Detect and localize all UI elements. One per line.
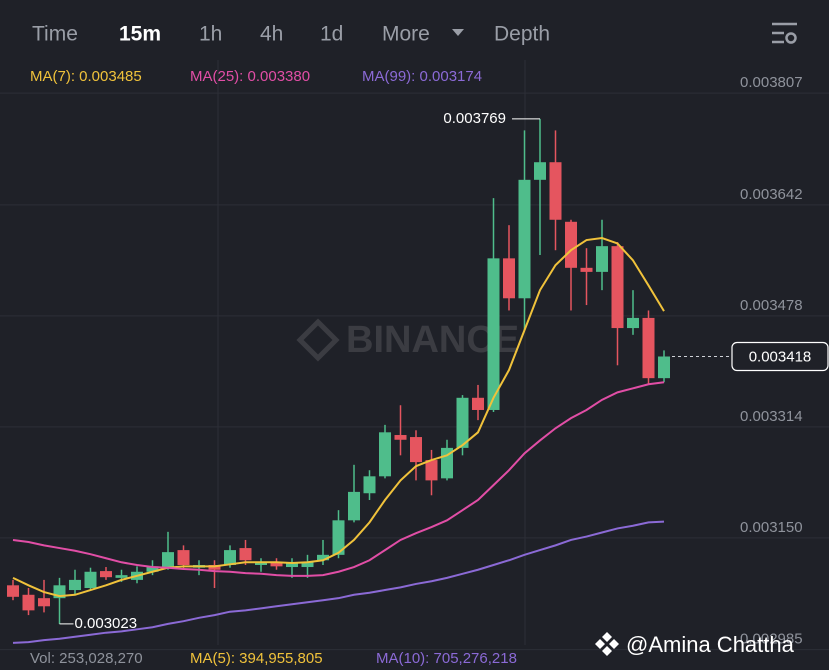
y-tick-label: 0.003314 — [740, 408, 803, 425]
tab[interactable]: Time — [32, 23, 78, 46]
y-tick-label: 0.002985 — [740, 631, 803, 648]
vol-ma10: MA(10): 705,276,218 — [376, 650, 517, 667]
candle-body — [534, 162, 546, 180]
tab-active[interactable]: 15m — [119, 23, 161, 46]
credit-icon — [595, 632, 619, 656]
candle-body — [239, 548, 252, 561]
candle-body — [317, 554, 329, 561]
legend-entry: MA(99): 0.003174 — [362, 68, 482, 85]
volume: Vol: 253,028,270 — [30, 650, 143, 667]
candle-body — [487, 258, 500, 410]
candle-body — [270, 562, 283, 567]
candle-body — [472, 397, 484, 410]
candle-body — [410, 437, 422, 463]
candle-body — [100, 571, 112, 578]
high-label: 0.003769 — [443, 110, 506, 127]
tab[interactable]: 1d — [320, 23, 343, 46]
ma-line — [12, 520, 665, 644]
y-tick-label: 0.003807 — [740, 74, 803, 91]
candle-body — [363, 476, 376, 494]
candle-body — [38, 598, 50, 607]
candle-body — [580, 267, 593, 272]
price-label: 0.003418 — [749, 348, 812, 365]
credit: @Amina Chattha — [626, 632, 795, 657]
tab[interactable]: 4h — [260, 23, 283, 46]
candle-body — [332, 520, 345, 555]
candle-body — [348, 491, 360, 521]
candle-body — [611, 246, 624, 329]
ma-line — [12, 237, 665, 598]
candle-body — [565, 221, 577, 268]
candle-body — [84, 571, 97, 589]
settings-icon[interactable] — [772, 22, 797, 44]
candle-body — [208, 564, 221, 570]
candle-body — [177, 550, 190, 565]
vol-ma5: MA(5): 394,955,805 — [190, 650, 323, 667]
price-box — [731, 341, 829, 372]
y-tick-label: 0.003478 — [740, 297, 803, 314]
candle-body — [115, 575, 128, 578]
low-label: 0.003023 — [75, 615, 138, 632]
tab[interactable]: 1h — [199, 23, 222, 46]
candle-body — [7, 585, 19, 597]
candle-body — [379, 432, 391, 477]
legend-entry: MA(7): 0.003485 — [30, 68, 142, 85]
candle-body — [658, 356, 670, 379]
y-tick-label: 0.003642 — [740, 186, 803, 203]
candle-body — [22, 594, 35, 611]
dropdown-arrow — [452, 29, 464, 36]
candle-body — [596, 246, 608, 272]
candle-body — [642, 317, 655, 379]
candle-body — [627, 317, 639, 329]
candle-body — [425, 460, 438, 481]
candle-body — [146, 566, 159, 572]
candle-body — [255, 562, 267, 565]
y-tick-label: 0.003150 — [740, 519, 803, 536]
tab[interactable]: More — [382, 23, 430, 46]
candle-body — [518, 179, 531, 299]
legend-entry: MA(25): 0.003380 — [190, 68, 310, 85]
candle-body — [549, 162, 562, 220]
candle-body — [301, 562, 314, 568]
candle-body — [224, 550, 236, 565]
candle-body — [162, 552, 174, 568]
tab[interactable]: Depth — [494, 23, 550, 46]
candle-body — [456, 397, 469, 448]
candle-body — [286, 562, 298, 568]
candle-body — [69, 579, 81, 591]
candle-body — [394, 435, 407, 440]
ma-line — [12, 381, 665, 577]
candle-body — [503, 258, 515, 299]
